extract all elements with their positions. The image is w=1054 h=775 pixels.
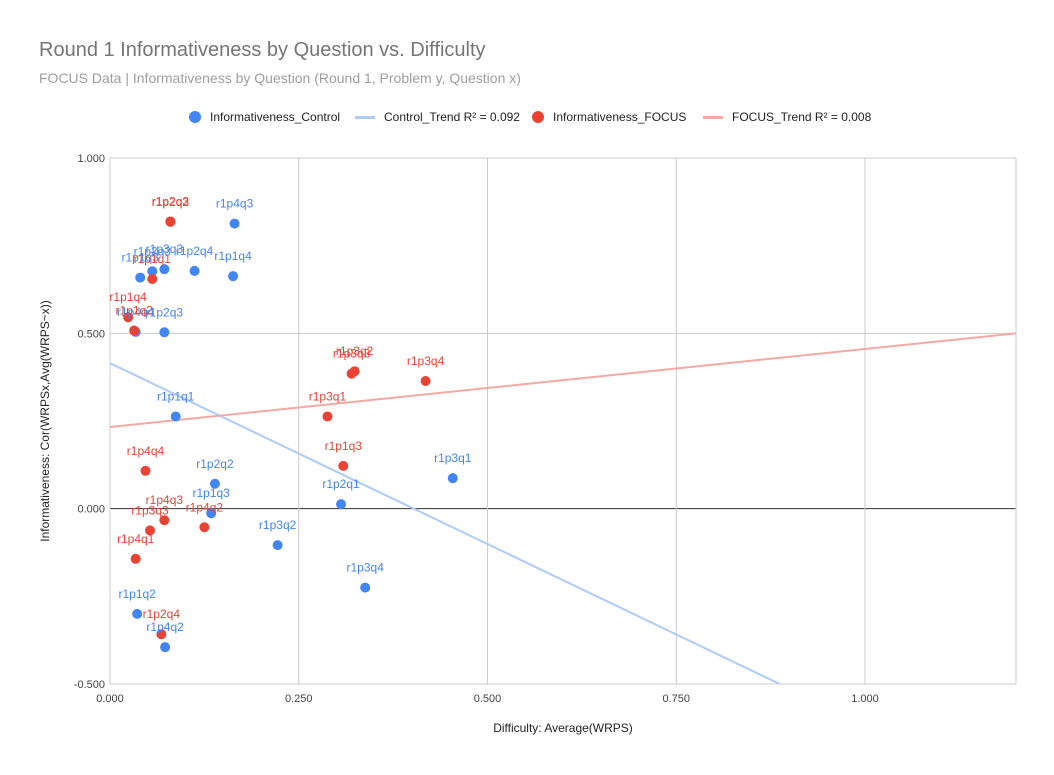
control-point[interactable]	[272, 540, 283, 551]
focus-point-label: r1p4q4	[127, 444, 165, 458]
data-labels: r1p1q3r1p2q3r1p3q3r1p2q4r1p4q3r1p1q4r1p4…	[109, 194, 471, 634]
x-tick-label: 0.750	[662, 693, 690, 705]
control-point[interactable]	[229, 218, 240, 229]
control-point-label: r1p2q4	[176, 244, 214, 258]
focus-point[interactable]	[420, 376, 431, 387]
focus-point[interactable]	[322, 411, 333, 422]
legend-marker-control-trend	[355, 115, 375, 119]
control-point[interactable]	[189, 265, 200, 276]
legend-item-control-trend[interactable]: Control_Trend R² = 0.092	[355, 110, 520, 124]
y-axis-title: Informativeness: Cor(WRPSx,Avg(WRPS~x))	[38, 300, 52, 542]
control-point[interactable]	[170, 411, 181, 422]
focus-point[interactable]	[129, 325, 140, 336]
control-point[interactable]	[159, 264, 170, 275]
focus-point[interactable]	[145, 525, 156, 536]
focus-point[interactable]	[159, 515, 170, 526]
legend-label-focus: Informativeness_FOCUS	[553, 110, 687, 124]
control-trend-line	[110, 362, 781, 684]
control-point[interactable]	[147, 266, 158, 277]
control-point-label: r1p2q3	[134, 244, 172, 258]
control-point[interactable]	[336, 499, 347, 510]
focus-point-label: r1p3q4	[407, 354, 445, 368]
chart-title: Round 1 Informativeness by Question vs. …	[39, 39, 486, 61]
control-point-label: r1p4q4	[117, 305, 155, 319]
focus-point[interactable]	[199, 522, 210, 533]
legend-marker-control	[189, 111, 201, 123]
control-point-label: r1p3q2	[259, 518, 297, 532]
control-point-label: r1p3q3	[146, 242, 184, 256]
axes: -0.500 0.000 0.500 1.000 0.000 0.250 0.500 0.75…	[74, 153, 879, 705]
legend-item-focus-trend[interactable]: FOCUS_Trend R² = 0.008	[703, 110, 871, 124]
focus-point-label: r1p1q2	[115, 304, 153, 318]
legend-item-control[interactable]: Informativeness_Control	[189, 110, 340, 124]
data-points	[123, 216, 458, 653]
x-tick-label: 0.000	[96, 693, 124, 705]
x-tick-label: 0.500	[474, 693, 502, 705]
focus-point-label: r1p3q2	[336, 344, 374, 358]
control-point-label: r1p1q1	[157, 389, 195, 403]
focus-point[interactable]	[156, 629, 167, 640]
x-axis-title: Difficulty: Average(WRPS)	[493, 721, 633, 735]
control-point[interactable]	[360, 582, 371, 593]
focus-point-label: r1p3q1	[309, 389, 347, 403]
control-point-label: r1p3q1	[434, 451, 472, 465]
focus-point-label: r1p3q3	[131, 503, 169, 517]
focus-point[interactable]	[147, 273, 158, 284]
x-tick-label: 0.250	[285, 693, 313, 705]
y-tick-label: 0.500	[77, 328, 105, 340]
focus-point[interactable]	[349, 366, 360, 377]
control-point-label: r1p2q2	[196, 457, 234, 471]
grid-lines	[109, 157, 1017, 685]
focus-point-label: r1p2q4	[143, 607, 181, 621]
trend-lines	[110, 332, 1016, 684]
control-point[interactable]	[132, 608, 143, 619]
y-tick-label: 0.000	[77, 504, 105, 516]
focus-point-label: r1p4q2	[186, 500, 224, 514]
control-point-label: r1p1q3	[192, 486, 230, 500]
focus-point-label: r1p1q3	[325, 439, 363, 453]
focus-point-label: r1p4q3	[146, 493, 184, 507]
focus-point-label: r1p4q1	[117, 532, 155, 546]
focus-point[interactable]	[140, 465, 151, 476]
control-point[interactable]	[160, 642, 171, 653]
focus-point-label: r1p3q3	[333, 347, 371, 361]
control-point-label: r1p2q1	[322, 477, 360, 491]
focus-point-label: r1p2q2	[152, 195, 190, 209]
control-point[interactable]	[447, 473, 458, 484]
control-point-label: r1p4q3	[216, 197, 254, 211]
control-point[interactable]	[159, 327, 170, 338]
chart-subtitle: FOCUS Data | Informativeness by Question…	[39, 70, 521, 86]
focus-point-label: r1p1q1	[134, 252, 172, 266]
focus-point[interactable]	[165, 216, 176, 227]
control-point-label: r1p1q2	[118, 587, 156, 601]
legend-label-control-trend: Control_Trend R² = 0.092	[384, 110, 520, 124]
focus-point[interactable]	[123, 312, 134, 323]
control-point[interactable]	[209, 478, 220, 489]
focus-point-label: r1p2q3	[152, 194, 190, 208]
control-point-label: r1p1q4	[214, 249, 252, 263]
legend-item-focus[interactable]: Informativeness_FOCUS	[532, 110, 686, 124]
legend-label-focus-trend: FOCUS_Trend R² = 0.008	[732, 110, 872, 124]
focus-trend-line	[110, 332, 1016, 428]
focus-point-label: r1p1q4	[109, 290, 147, 304]
y-tick-label: 1.000	[77, 153, 105, 165]
control-point[interactable]	[135, 272, 146, 283]
legend-label-control: Informativeness_Control	[210, 110, 341, 124]
focus-point[interactable]	[338, 460, 349, 471]
focus-point[interactable]	[130, 553, 141, 564]
control-point-label: r1p2q3	[146, 305, 184, 319]
y-tick-label: -0.500	[74, 679, 105, 691]
chart-legend: Informativeness_Control Control_Trend R²…	[0, 110, 1054, 128]
control-point[interactable]	[228, 271, 239, 282]
control-point-label: r1p4q2	[146, 620, 184, 634]
legend-marker-focus-trend	[703, 115, 723, 119]
control-point-label: r1p1q3	[122, 251, 160, 265]
x-tick-label: 1.000	[851, 693, 879, 705]
control-point[interactable]	[206, 508, 217, 519]
control-point-label: r1p3q4	[347, 561, 385, 575]
legend-marker-focus	[532, 111, 544, 123]
